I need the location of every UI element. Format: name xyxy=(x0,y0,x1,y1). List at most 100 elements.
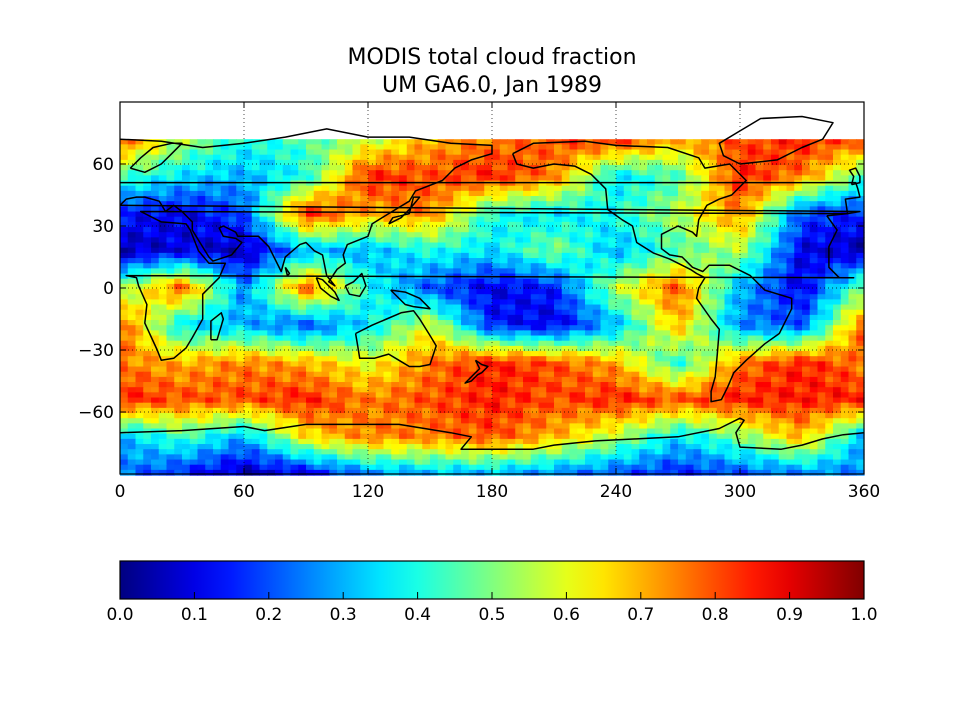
heatmap-cell xyxy=(337,299,346,306)
heatmap-cell xyxy=(453,392,462,399)
heatmap-cell xyxy=(592,165,602,171)
heatmap-cell xyxy=(833,149,842,156)
heatmap-cell xyxy=(267,216,276,223)
heatmap-cell xyxy=(321,247,330,254)
heatmap-cell xyxy=(577,227,586,233)
heatmap-cell xyxy=(127,190,137,197)
heatmap-cell xyxy=(127,371,137,378)
heatmap-cell xyxy=(120,196,129,202)
heatmap-cell xyxy=(368,263,377,269)
heatmap-cell xyxy=(298,387,307,393)
heatmap-cell xyxy=(623,376,633,383)
heatmap-cell xyxy=(259,309,268,316)
heatmap-cell xyxy=(236,309,245,316)
heatmap-cell xyxy=(724,325,733,331)
heatmap-cell xyxy=(693,351,702,357)
heatmap-cell xyxy=(344,314,354,321)
heatmap-cell xyxy=(406,175,416,182)
heatmap-cell xyxy=(251,154,261,161)
heatmap-cell xyxy=(771,227,780,233)
heatmap-cell xyxy=(685,289,695,295)
heatmap-cell xyxy=(484,221,493,228)
heatmap-cell xyxy=(577,180,586,187)
heatmap-cell xyxy=(740,258,749,264)
heatmap-cell xyxy=(329,335,338,342)
heatmap-cell xyxy=(523,149,532,156)
heatmap-cell xyxy=(693,201,702,207)
heatmap-cell xyxy=(755,299,764,306)
heatmap-cell xyxy=(499,330,509,337)
heatmap-cell xyxy=(763,159,772,166)
heatmap-cell xyxy=(205,361,214,368)
heatmap-cell xyxy=(592,201,602,207)
heatmap-cell xyxy=(189,402,199,409)
heatmap-cell xyxy=(189,340,199,347)
heatmap-cell xyxy=(600,252,609,259)
heatmap-cell xyxy=(817,232,826,238)
heatmap-cell xyxy=(360,289,369,295)
heatmap-cell xyxy=(802,278,811,285)
heatmap-cell xyxy=(228,392,237,399)
heatmap-cell xyxy=(817,304,826,311)
heatmap-cell xyxy=(747,402,757,409)
heatmap-cell xyxy=(600,211,609,218)
heatmap-cell xyxy=(135,201,144,207)
heatmap-cell xyxy=(120,351,129,357)
heatmap-cell xyxy=(399,149,408,156)
heatmap-cell xyxy=(329,144,338,151)
heatmap-cell xyxy=(375,397,385,404)
heatmap-cell xyxy=(561,314,571,321)
heatmap-cell xyxy=(445,366,454,373)
heatmap-cell xyxy=(623,320,633,326)
heatmap-cell xyxy=(709,392,718,399)
heatmap-cell xyxy=(771,340,780,347)
heatmap-cell xyxy=(244,289,253,295)
heatmap-cell xyxy=(422,180,431,187)
heatmap-cell xyxy=(313,268,323,275)
heatmap-cell xyxy=(716,387,726,393)
heatmap-cell xyxy=(616,252,625,259)
heatmap-cell xyxy=(763,227,772,233)
heatmap-cell xyxy=(577,382,586,388)
heatmap-cell xyxy=(747,294,757,300)
heatmap-cell xyxy=(647,159,656,166)
heatmap-cell xyxy=(205,340,214,347)
heatmap-cell xyxy=(383,237,392,244)
heatmap-cell xyxy=(507,330,516,337)
heatmap-cell xyxy=(453,149,462,156)
heatmap-cell xyxy=(267,263,276,269)
heatmap-cell xyxy=(406,227,416,233)
heatmap-cell xyxy=(802,320,811,326)
heatmap-cell xyxy=(298,144,307,151)
heatmap-cell xyxy=(747,325,757,331)
heatmap-cell xyxy=(220,149,230,156)
heatmap-cell xyxy=(670,149,679,156)
heatmap-cell xyxy=(569,366,578,373)
heatmap-cell xyxy=(321,252,330,259)
heatmap-cell xyxy=(453,154,462,161)
heatmap-cell xyxy=(670,263,679,269)
heatmap-cell xyxy=(445,180,454,187)
heatmap-cell xyxy=(174,242,183,249)
heatmap-cell xyxy=(678,165,687,171)
heatmap-cell xyxy=(321,190,330,197)
heatmap-cell xyxy=(375,263,385,269)
heatmap-cell xyxy=(763,206,772,213)
heatmap-cell xyxy=(693,294,702,300)
heatmap-cell xyxy=(554,258,563,264)
heatmap-cell xyxy=(189,232,199,238)
heatmap-cell xyxy=(468,330,478,337)
heatmap-cell xyxy=(678,196,687,202)
heatmap-cell xyxy=(794,340,803,347)
heatmap-cell xyxy=(368,351,377,357)
heatmap-cell xyxy=(530,258,540,264)
heatmap-cell xyxy=(430,175,439,182)
heatmap-cell xyxy=(189,268,199,275)
heatmap-cell xyxy=(631,289,640,295)
heatmap-cell xyxy=(329,149,338,156)
heatmap-cell xyxy=(414,252,423,259)
heatmap-cell xyxy=(654,232,664,238)
heatmap-cell xyxy=(414,211,423,218)
heatmap-cell xyxy=(282,190,292,197)
heatmap-cell xyxy=(523,170,532,176)
